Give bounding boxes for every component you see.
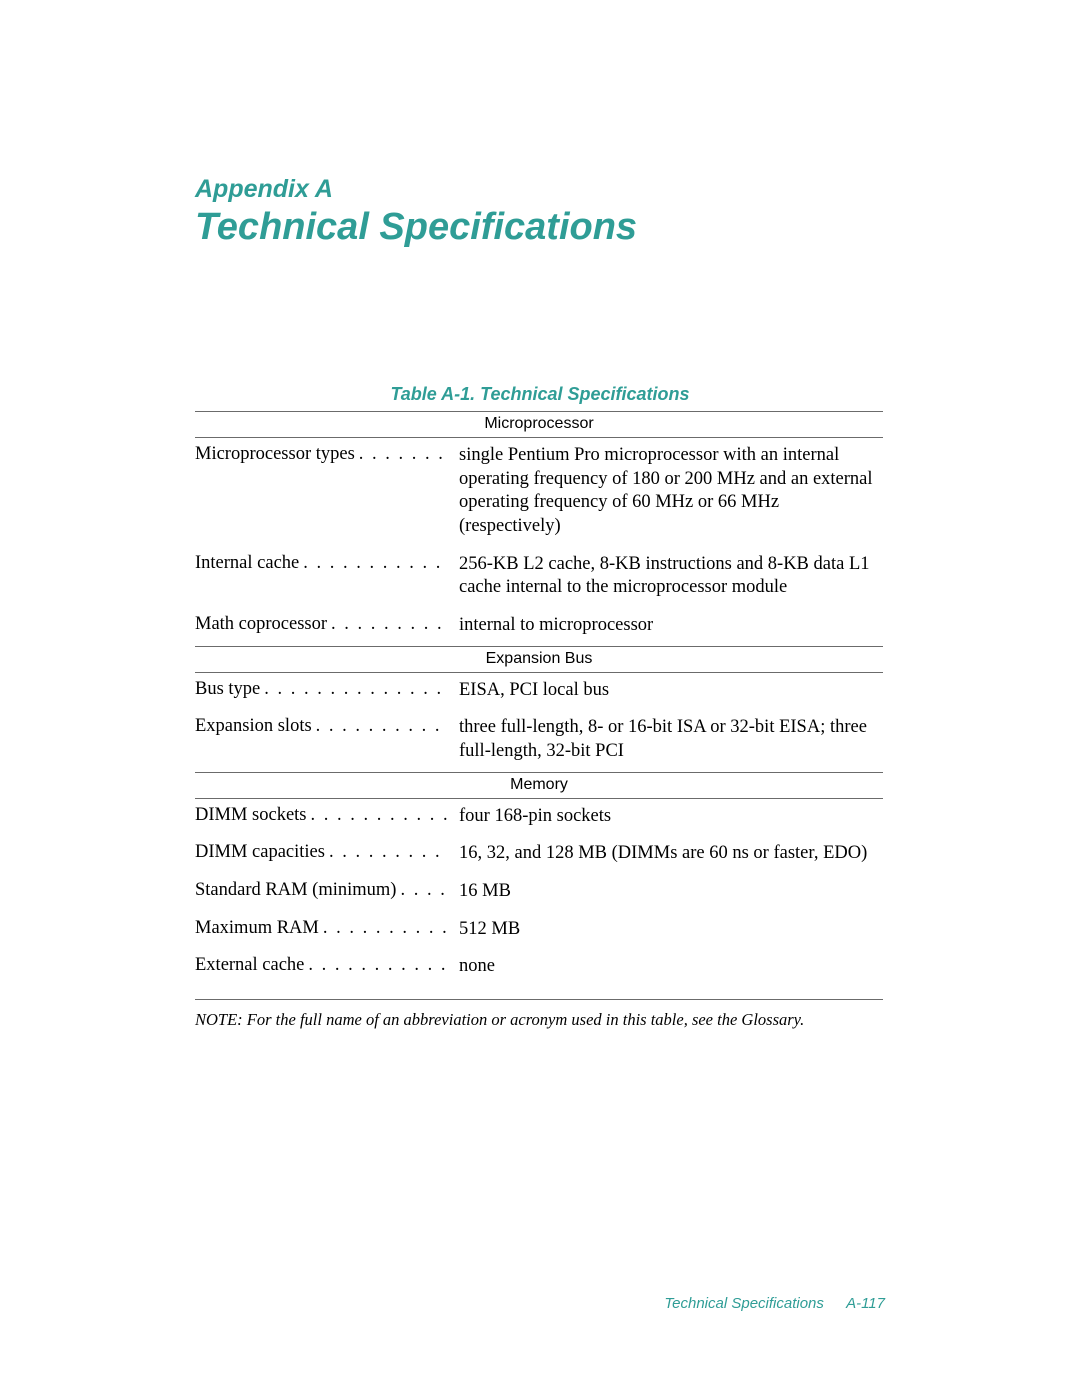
spec-value: internal to microprocessor (447, 614, 883, 638)
leader-dots (355, 444, 447, 465)
spec-value: 16, 32, and 128 MB (DIMMs are 60 ns or f… (447, 842, 883, 866)
spec-label-cell: Standard RAM (minimum) (195, 880, 447, 901)
table-note: NOTE: For the full name of an abbreviati… (195, 999, 883, 1030)
spec-label-cell: Bus type (195, 679, 447, 700)
spec-label-cell: External cache (195, 955, 447, 976)
document-page: Appendix A Technical Specifications Tabl… (0, 0, 1080, 1030)
leader-dots (327, 614, 447, 635)
leader-dots (325, 842, 447, 863)
leader-dots (304, 955, 447, 976)
leader-dots (319, 918, 447, 939)
spec-label: Expansion slots (195, 716, 312, 737)
table-row: Internal cache 256-KB L2 cache, 8-KB ins… (195, 547, 883, 608)
spec-label-cell: Math coprocessor (195, 614, 447, 635)
leader-dots (299, 553, 447, 574)
table-row: DIMM sockets four 168-pin sockets (195, 799, 883, 837)
spec-label: External cache (195, 955, 304, 976)
spec-label-cell: DIMM capacities (195, 842, 447, 863)
leader-dots (312, 716, 447, 737)
page-title: Technical Specifications (195, 206, 885, 249)
spec-label: Maximum RAM (195, 918, 319, 939)
section-header: Expansion Bus (195, 646, 883, 673)
spec-value: four 168-pin sockets (447, 805, 883, 829)
section-header: Microprocessor (195, 411, 883, 438)
table-row: External cache none (195, 949, 883, 987)
spec-label-cell: Maximum RAM (195, 918, 447, 939)
footer-page-number: A-117 (846, 1295, 885, 1312)
spec-table: Microprocessor Microprocessor types sing… (195, 411, 883, 987)
leader-dots (307, 805, 447, 826)
spec-label-cell: Expansion slots (195, 716, 447, 737)
spec-label: DIMM sockets (195, 805, 307, 826)
spec-label-cell: Microprocessor types (195, 444, 447, 465)
spec-value: single Pentium Pro microprocessor with a… (447, 444, 883, 539)
spec-value: 256-KB L2 cache, 8-KB instructions and 8… (447, 553, 883, 600)
footer-text: Technical Specifications (664, 1295, 824, 1312)
spec-value: 16 MB (447, 880, 883, 904)
spec-value: EISA, PCI local bus (447, 679, 883, 703)
leader-dots (396, 880, 447, 901)
spec-label-cell: Internal cache (195, 553, 447, 574)
table-row: Standard RAM (minimum) 16 MB (195, 874, 883, 912)
table-row: Expansion slots three full-length, 8- or… (195, 710, 883, 771)
table-row: DIMM capacities 16, 32, and 128 MB (DIMM… (195, 836, 883, 874)
table-row: Microprocessor types single Pentium Pro … (195, 438, 883, 547)
spec-label: Bus type (195, 679, 260, 700)
spec-label: DIMM capacities (195, 842, 325, 863)
leader-dots (260, 679, 447, 700)
spec-label: Math coprocessor (195, 614, 327, 635)
table-row: Bus type EISA, PCI local bus (195, 673, 883, 711)
spec-value: 512 MB (447, 918, 883, 942)
spec-value: none (447, 955, 883, 979)
spec-label-cell: DIMM sockets (195, 805, 447, 826)
spec-label: Internal cache (195, 553, 299, 574)
spec-value: three full-length, 8- or 16-bit ISA or 3… (447, 716, 883, 763)
appendix-label: Appendix A (195, 175, 885, 204)
table-row: Math coprocessor internal to microproces… (195, 608, 883, 646)
spec-label: Microprocessor types (195, 444, 355, 465)
section-header: Memory (195, 772, 883, 799)
spec-label: Standard RAM (minimum) (195, 880, 396, 901)
table-caption: Table A-1. Technical Specifications (195, 384, 885, 405)
table-row: Maximum RAM 512 MB (195, 912, 883, 950)
page-footer: Technical Specifications A-117 (664, 1295, 885, 1312)
